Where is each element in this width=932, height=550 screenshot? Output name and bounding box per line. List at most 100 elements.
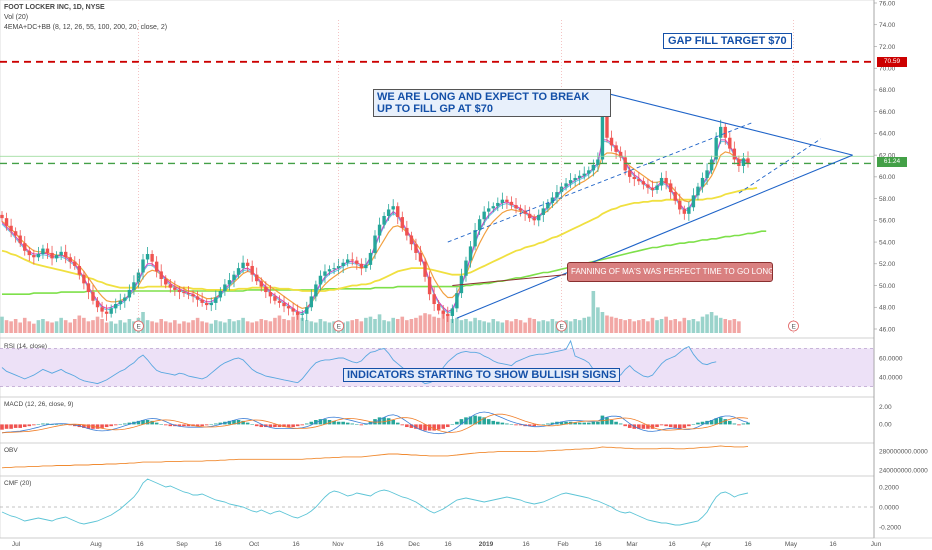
macd-histogram-bar (700, 421, 705, 425)
candle-body (359, 263, 364, 269)
candle-body (173, 287, 177, 290)
indicators-label: INDICATORS STARTING TO SHOW BULLISH SIGN… (343, 368, 621, 382)
candle-body (427, 276, 432, 295)
volume-bar (259, 319, 264, 333)
macd-histogram-bar (323, 419, 327, 425)
macd-histogram-bar (496, 421, 500, 425)
macd-histogram-bar (445, 424, 450, 428)
macd-histogram-bar (737, 424, 741, 426)
volume-bar (314, 322, 318, 333)
macd-histogram-bar (505, 423, 509, 425)
candle-body (0, 214, 4, 219)
volume-bar (236, 320, 241, 333)
candle-body (364, 264, 368, 269)
volume-bar (650, 317, 655, 333)
macd-histogram-bar (546, 423, 550, 425)
time-tick-label: Sep (176, 541, 188, 548)
candle-body (487, 208, 491, 212)
cmf-line (1, 478, 749, 526)
earnings-marker (133, 320, 144, 332)
volume-bar (364, 317, 368, 333)
volume-bar (373, 319, 377, 333)
candle-body (450, 308, 455, 316)
macd-histogram-bar (646, 424, 650, 429)
candle-body (409, 235, 414, 245)
macd-histogram-bar (182, 424, 186, 427)
macd-histogram-bar (95, 424, 100, 429)
candle-body (191, 294, 195, 297)
macd-histogram-bar (618, 423, 623, 425)
time-tick-label: 16 (136, 541, 144, 548)
candle-body (723, 126, 727, 138)
candle-body (550, 197, 555, 203)
macd-histogram-bar (186, 424, 191, 427)
candle-body (655, 185, 659, 190)
candle-body (100, 307, 104, 312)
candle-body (159, 271, 163, 280)
volume-bar (400, 316, 405, 333)
macd-histogram-bar (314, 420, 318, 425)
volume-bar (541, 320, 546, 333)
earnings-marker (556, 320, 567, 332)
candle-body (673, 192, 677, 201)
time-tick-label: 16 (829, 541, 837, 548)
pane-border (0, 396, 875, 444)
candle-body (264, 286, 268, 293)
macd-histogram-bar (277, 424, 282, 428)
macd-histogram-bar (709, 420, 714, 425)
macd-histogram-bar (359, 424, 364, 426)
volume-bar (173, 320, 177, 333)
dashed-breakout-line (738, 138, 822, 194)
price-tick-label: 50.00 (879, 283, 896, 290)
time-tick-label: Nov (332, 541, 344, 548)
volume-bar (682, 317, 687, 333)
macd-histogram-bar (409, 424, 414, 428)
candle-body (355, 260, 359, 264)
candle-body (218, 290, 223, 298)
macd-histogram-bar (0, 424, 4, 430)
candle-body (136, 272, 141, 283)
candle-body (295, 311, 300, 315)
volume-bar (577, 320, 582, 333)
rsi-label: RSI (14, close) (4, 343, 47, 350)
macd-label: MACD (12, 26, close, 9) (4, 401, 74, 408)
candle-body (577, 175, 582, 178)
candle-body (273, 296, 277, 301)
candle-body (63, 251, 68, 258)
candle-body (200, 299, 204, 303)
volume-bar (232, 321, 236, 333)
volume-bar (491, 319, 496, 333)
macd-histogram-bar (259, 424, 264, 428)
volume-bar (432, 316, 436, 333)
candle-body (509, 201, 514, 206)
candle-body (687, 207, 691, 214)
candle-body (650, 187, 655, 190)
volume-bar (687, 320, 691, 333)
candle-body (195, 296, 200, 300)
volume-bar (477, 320, 482, 333)
macd-histogram-bar (82, 424, 86, 428)
candle-body (27, 250, 31, 256)
macd-histogram-bar (691, 424, 696, 425)
cmf-tick-label: -0.2000 (879, 524, 901, 531)
macd-histogram-bar (423, 424, 427, 431)
volume-bar (168, 322, 173, 333)
candle-body (532, 218, 536, 221)
candle-body (318, 275, 323, 285)
macd-histogram-bar (627, 424, 632, 428)
volume-bar (646, 321, 650, 333)
volume-bar (723, 319, 728, 333)
candle-body (114, 304, 118, 309)
candle-body (141, 259, 145, 273)
triangle-upper-line (593, 89, 853, 156)
dashed-channel-line (447, 122, 753, 243)
candle-body (391, 206, 395, 210)
cmf-tick-label: 0.0000 (879, 504, 899, 511)
macd-histogram-bar (86, 424, 91, 429)
macd-histogram-bar (250, 424, 254, 425)
volume-bar (732, 319, 737, 333)
macd-histogram-bar (18, 424, 22, 428)
volume-bar (264, 320, 268, 333)
volume-bar (295, 314, 300, 333)
